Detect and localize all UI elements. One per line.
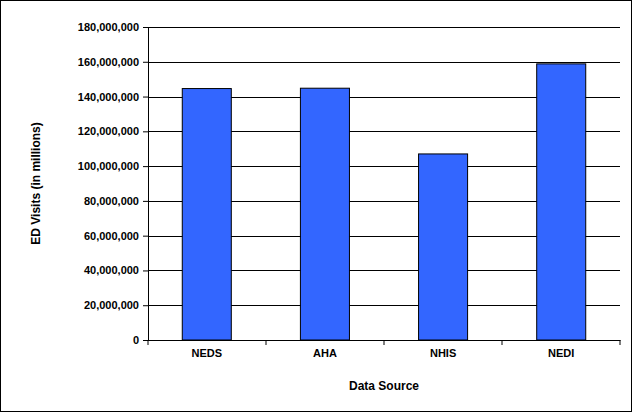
y-tick-mark — [143, 27, 148, 28]
y-tick-mark — [143, 131, 148, 132]
y-tick: 100,000,000 — [78, 160, 148, 172]
y-tick: 140,000,000 — [78, 91, 148, 103]
y-tick-mark — [143, 97, 148, 98]
x-tick: NEDS — [191, 340, 222, 359]
bar — [419, 154, 468, 340]
y-tick-label: 0 — [133, 334, 139, 346]
y-tick: 40,000,000 — [84, 264, 148, 276]
y-tick-mark — [143, 166, 148, 167]
y-axis-title: ED Visits (in millions) — [29, 122, 43, 244]
grid — [148, 28, 620, 341]
y-tick-label: 60,000,000 — [84, 230, 139, 242]
y-tick-mark — [143, 305, 148, 306]
chart: 0 20,000,000 40,000,000 60,000,000 80,000,00… — [0, 0, 632, 412]
x-tick: NHIS — [430, 340, 456, 359]
grid-line — [148, 27, 620, 28]
y-tick-mark — [143, 236, 148, 237]
y-tick: 60,000,000 — [84, 230, 148, 242]
x-axis: NEDS AHA NHIS NEDI — [149, 340, 621, 359]
y-tick-label: 80,000,000 — [84, 195, 139, 207]
y-tick-label: 100,000,000 — [78, 160, 139, 172]
y-tick-label: 160,000,000 — [78, 56, 139, 68]
x-tick-label: AHA — [313, 347, 337, 359]
x-separator — [502, 340, 503, 345]
bar — [182, 89, 231, 340]
y-tick-label: 140,000,000 — [78, 91, 139, 103]
y-axis-line — [143, 28, 149, 341]
y-axis: 0 20,000,000 40,000,000 60,000,000 80,000,00… — [78, 21, 149, 346]
y-tick-label: 120,000,000 — [78, 125, 139, 137]
y-tick: 0 — [133, 334, 148, 346]
y-tick: 20,000,000 — [84, 299, 148, 311]
x-separator — [266, 340, 267, 345]
x-tick: NEDI — [548, 340, 574, 359]
y-tick: 120,000,000 — [78, 125, 148, 137]
chart-frame — [1, 1, 632, 412]
x-tick-label: NEDS — [191, 347, 222, 359]
y-tick-mark — [143, 201, 148, 202]
x-axis-title: Data Source — [349, 379, 419, 393]
x-tick: AHA — [313, 340, 337, 359]
bar — [537, 64, 586, 340]
x-tick-label: NEDI — [548, 347, 574, 359]
bars — [182, 64, 585, 340]
y-tick-label: 20,000,000 — [84, 299, 139, 311]
x-separator — [620, 340, 621, 345]
grid-line — [148, 62, 620, 63]
y-tick-label: 40,000,000 — [84, 264, 139, 276]
bar — [300, 88, 349, 340]
x-separators — [148, 340, 620, 345]
x-separator — [384, 340, 385, 345]
x-separator — [148, 340, 149, 345]
y-tick-mark — [143, 340, 148, 341]
y-tick: 160,000,000 — [78, 56, 148, 68]
y-tick-mark — [143, 62, 148, 63]
y-tick: 80,000,000 — [84, 195, 148, 207]
y-tick: 180,000,000 — [78, 21, 148, 33]
y-tick-label: 180,000,000 — [78, 21, 139, 33]
x-tick-label: NHIS — [430, 347, 456, 359]
plot: 0 20,000,000 40,000,000 60,000,000 80,000,00… — [78, 21, 621, 359]
y-tick-mark — [143, 270, 148, 271]
